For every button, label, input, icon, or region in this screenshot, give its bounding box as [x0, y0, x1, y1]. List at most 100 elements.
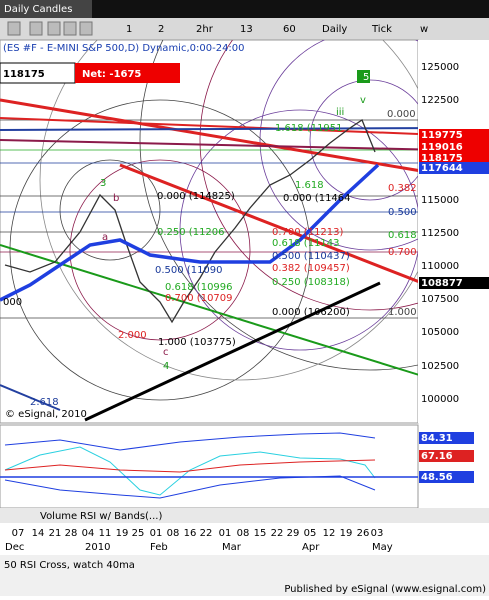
- indicator-tag: [419, 432, 474, 444]
- indicator-tab[interactable]: Volume: [40, 511, 77, 522]
- price-tag: [419, 129, 489, 141]
- toolbar-icon[interactable]: [47, 21, 61, 36]
- fib-label: 0.618 (1118: [388, 230, 449, 241]
- net-box: [75, 63, 180, 83]
- toolbar-button[interactable]: 60: [283, 24, 296, 35]
- price-tag-label: 119775: [421, 130, 463, 141]
- fib-label: 0.000 (106200): [272, 307, 350, 318]
- fib-label: 1.618: [295, 180, 324, 191]
- moving-average: [0, 163, 380, 302]
- footer: [0, 555, 489, 596]
- wave-label: iii: [336, 107, 344, 118]
- wave-label: 4: [163, 361, 169, 372]
- price-pane: [0, 39, 419, 424]
- price-label: 100000: [421, 394, 459, 405]
- trend-line: [84, 281, 381, 422]
- x-day-label: 14: [32, 528, 45, 539]
- toolbar-button[interactable]: 2hr: [196, 24, 214, 35]
- toolbar-button[interactable]: Tick: [371, 24, 392, 35]
- x-day-label: 04: [82, 528, 95, 539]
- drawings: 0.000 (1210 1.618 (11951 0.382 (1153 0.500 …: [0, 40, 449, 422]
- price-tag: [419, 141, 489, 153]
- price-tag-label: 118175: [421, 153, 463, 164]
- toolbar-button[interactable]: w: [420, 24, 428, 35]
- price-tag-label: 117644: [421, 163, 463, 174]
- x-day-label: 07: [12, 528, 25, 539]
- fib-label: 1.000 (1061: [388, 307, 449, 318]
- fib-label: 0.250 (108318): [272, 277, 350, 288]
- x-month-label: Feb: [150, 542, 168, 553]
- wave-label: 5: [363, 72, 369, 83]
- trend-line: [0, 384, 61, 411]
- price-label: 110000: [421, 261, 459, 272]
- indicator-tag-label: 48.56: [421, 472, 453, 483]
- fib-label: 0.382 (1153: [388, 183, 449, 194]
- toolbar-button[interactable]: 13: [240, 24, 253, 35]
- x-day-label: 01: [150, 528, 163, 539]
- fib-label: 0.000 (1210: [387, 109, 448, 120]
- price-label: 112500: [421, 228, 459, 239]
- x-month-label: Dec: [5, 542, 24, 553]
- indicator-tab[interactable]: RSI w/ Bands(...): [80, 511, 162, 522]
- tab-bar: [0, 508, 489, 523]
- toolbar-icon[interactable]: [7, 21, 21, 36]
- indicator-pane: [0, 424, 419, 509]
- price-tag-label: 108877: [421, 278, 463, 289]
- title-bar: [0, 0, 489, 18]
- trend-line: [0, 98, 418, 172]
- indicator-tag-label: 84.31: [421, 433, 453, 444]
- x-day-label: 05: [304, 528, 317, 539]
- rsi-band-upper: [4, 432, 376, 451]
- toolbar-button[interactable]: 2: [158, 24, 164, 35]
- price-label: 125000: [421, 62, 459, 73]
- copyright: © eSignal, 2010: [5, 409, 87, 420]
- fib-label: 0.000 (11464: [283, 193, 351, 204]
- x-month-label: 2010: [85, 542, 110, 553]
- x-month-label: Mar: [222, 542, 242, 553]
- fib-label: 0.500 (110437): [272, 251, 350, 262]
- wave-box: [357, 70, 370, 83]
- x-day-label: 22: [271, 528, 284, 539]
- x-day-label: 28: [65, 528, 78, 539]
- fib-label: 0.700 (10709: [165, 293, 233, 304]
- title-tab: [0, 0, 92, 18]
- wave-label: b: [113, 193, 119, 204]
- trend-line: [0, 139, 418, 151]
- fib-circle: [9, 99, 311, 401]
- fib-label: 0.382 (109457): [272, 263, 350, 274]
- chart-layer: 0.000 (1210 1.618 (11951 0.382 (1153 0.500 …: [0, 40, 489, 553]
- x-day-label: 11: [99, 528, 112, 539]
- price-label: 107500: [421, 294, 459, 305]
- x-day-label: 15: [254, 528, 267, 539]
- price-tag-label: 119016: [421, 142, 463, 153]
- x-month-label: Apr: [302, 542, 320, 553]
- rsi: [4, 446, 376, 496]
- price-axis: [418, 40, 489, 423]
- toolbar-icon[interactable]: [63, 21, 77, 36]
- fib-circle: [69, 159, 251, 341]
- wave-label: a: [102, 232, 108, 243]
- x-day-label: 26: [357, 528, 370, 539]
- price-tag: [419, 162, 489, 174]
- toolbar-button[interactable]: 1: [126, 24, 132, 35]
- x-day-label: 29: [287, 528, 300, 539]
- x-day-label: 19: [116, 528, 129, 539]
- fib-label: 000: [3, 297, 22, 308]
- symbol: (ES #F - E-MINI S&P 500,D) Dynamic,0:00-…: [3, 43, 245, 54]
- fib-label: 1.618 (11951: [275, 123, 343, 134]
- x-day-label: 08: [167, 528, 180, 539]
- x-day-label: 12: [323, 528, 336, 539]
- trend-line: [119, 163, 418, 284]
- x-day-label: 19: [340, 528, 353, 539]
- fib-circle: [179, 109, 418, 351]
- toolbar-icon[interactable]: [29, 21, 43, 36]
- price-tag: [419, 277, 489, 289]
- x-day-label: 25: [132, 528, 145, 539]
- toolbar-button[interactable]: Daily: [322, 24, 347, 35]
- rsi-ma: [4, 459, 376, 473]
- toolbar-icon[interactable]: [79, 21, 93, 36]
- net-change: Net: -1675: [82, 69, 141, 80]
- fib-label: 0.000 (114825): [157, 191, 235, 202]
- x-day-label: 03: [371, 528, 384, 539]
